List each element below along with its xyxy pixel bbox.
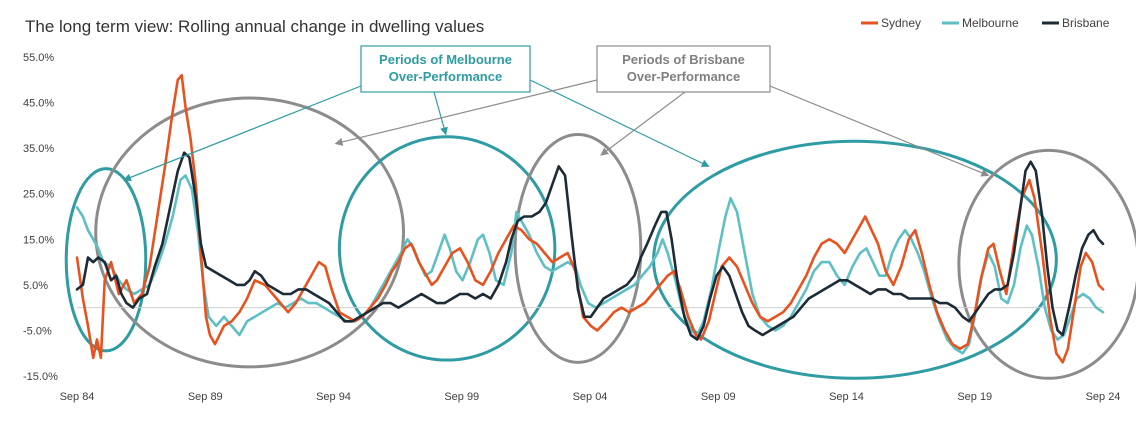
x-tick-label: Sep 99 xyxy=(444,391,479,403)
y-tick-label: 25.0% xyxy=(23,189,54,201)
y-tick-label: -15.0% xyxy=(23,371,58,383)
annotation-arrow-brisbane xyxy=(769,85,990,177)
highlight-ellipse-melbourne xyxy=(64,167,148,353)
annotation-text: Over-Performance xyxy=(627,69,740,84)
x-tick-label: Sep 94 xyxy=(316,391,351,403)
x-tick-label: Sep 04 xyxy=(573,391,608,403)
annotation-arrow-melbourne xyxy=(433,91,448,136)
x-tick-label: Sep 14 xyxy=(829,391,864,403)
highlight-ellipse-brisbane xyxy=(957,148,1136,380)
annotation-arrow-brisbane xyxy=(334,79,598,146)
x-tick-label: Sep 89 xyxy=(188,391,223,403)
chart-title: The long term view: Rolling annual chang… xyxy=(25,17,484,36)
y-tick-label: 55.0% xyxy=(23,52,54,64)
highlight-ellipse-brisbane xyxy=(94,96,406,369)
y-tick-label: -5.0% xyxy=(23,325,52,337)
legend-label-melbourne: Melbourne xyxy=(962,16,1019,30)
x-tick-label: Sep 84 xyxy=(60,391,95,403)
legend-label-sydney: Sydney xyxy=(881,16,921,30)
annotation-arrow-melbourne xyxy=(529,79,710,167)
x-tick-label: Sep 19 xyxy=(957,391,992,403)
x-tick-label: Sep 09 xyxy=(701,391,736,403)
annotation-text: Over-Performance xyxy=(389,69,502,84)
annotation-box xyxy=(596,45,771,93)
annotation-text: Periods of Brisbane xyxy=(622,52,745,67)
annotation-text: Periods of Melbourne xyxy=(379,52,512,67)
annotation-box xyxy=(360,45,531,93)
y-tick-label: 5.0% xyxy=(23,280,48,292)
y-tick-label: 15.0% xyxy=(23,234,54,246)
legend-label-brisbane: Brisbane xyxy=(1062,16,1110,30)
y-tick-label: 45.0% xyxy=(23,98,54,110)
series-line-brisbane xyxy=(75,151,1105,341)
highlight-ellipse-melbourne xyxy=(337,135,557,362)
annotation-arrow-melbourne xyxy=(123,85,362,182)
x-tick-label: Sep 24 xyxy=(1086,391,1121,403)
y-tick-label: 35.0% xyxy=(23,143,54,155)
highlight-ellipse-brisbane xyxy=(513,132,643,364)
series-line-sydney xyxy=(75,73,1105,364)
annotation-arrow-brisbane xyxy=(600,91,686,156)
